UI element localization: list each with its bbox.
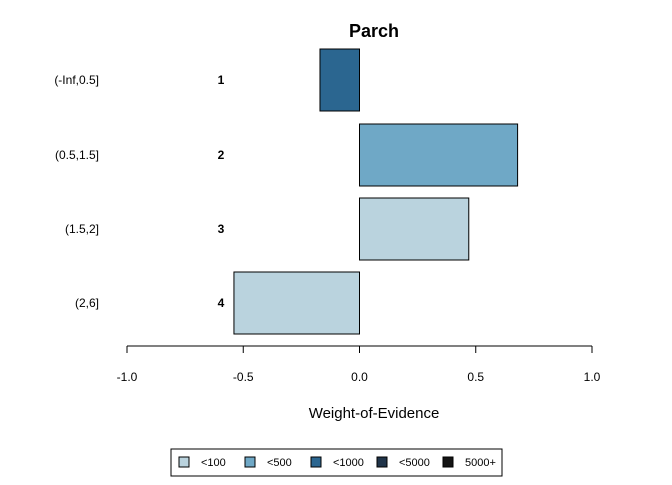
bar-index-label: 2 (218, 148, 225, 162)
x-tick-label: 0.5 (467, 370, 484, 384)
legend-label: <5000 (399, 457, 430, 469)
legend-swatch (310, 456, 322, 468)
x-axis-title: Weight-of-Evidence (309, 405, 440, 422)
bar-index-label: 4 (218, 296, 225, 310)
legend-swatch (178, 456, 190, 468)
bar (233, 271, 360, 335)
legend: <100 <500 <1000 <5000 5000+ (170, 448, 503, 477)
bars-layer: (-Inf,0.5] 1 (0.5,1.5] 2 (1.5,2] 3 (2,6] 4 (54, 48, 519, 335)
row-label: (1.5,2] (65, 222, 99, 236)
legend-label: 5000+ (465, 457, 496, 469)
bar-index-label: 1 (218, 73, 225, 87)
x-axis: -1.0 -0.5 0.0 0.5 1.0 (117, 345, 601, 384)
legend-swatch (442, 456, 454, 468)
x-tick-label: 0.0 (351, 370, 368, 384)
x-tick-label: 1.0 (584, 370, 601, 384)
bar (319, 48, 361, 112)
legend-label: <100 (201, 457, 226, 469)
x-tick-label: -1.0 (117, 370, 138, 384)
row-label: (2,6] (75, 296, 99, 310)
legend-swatch (376, 456, 388, 468)
legend-swatch (244, 456, 256, 468)
row-label: (0.5,1.5] (55, 148, 99, 162)
x-tick-label: -0.5 (233, 370, 254, 384)
legend-label: <500 (267, 457, 292, 469)
chart-title: Parch (349, 21, 399, 41)
bar (359, 123, 519, 187)
legend-label: <1000 (333, 457, 364, 469)
row-label: (-Inf,0.5] (54, 73, 99, 87)
bar-index-label: 3 (218, 222, 225, 236)
bar (359, 197, 470, 261)
